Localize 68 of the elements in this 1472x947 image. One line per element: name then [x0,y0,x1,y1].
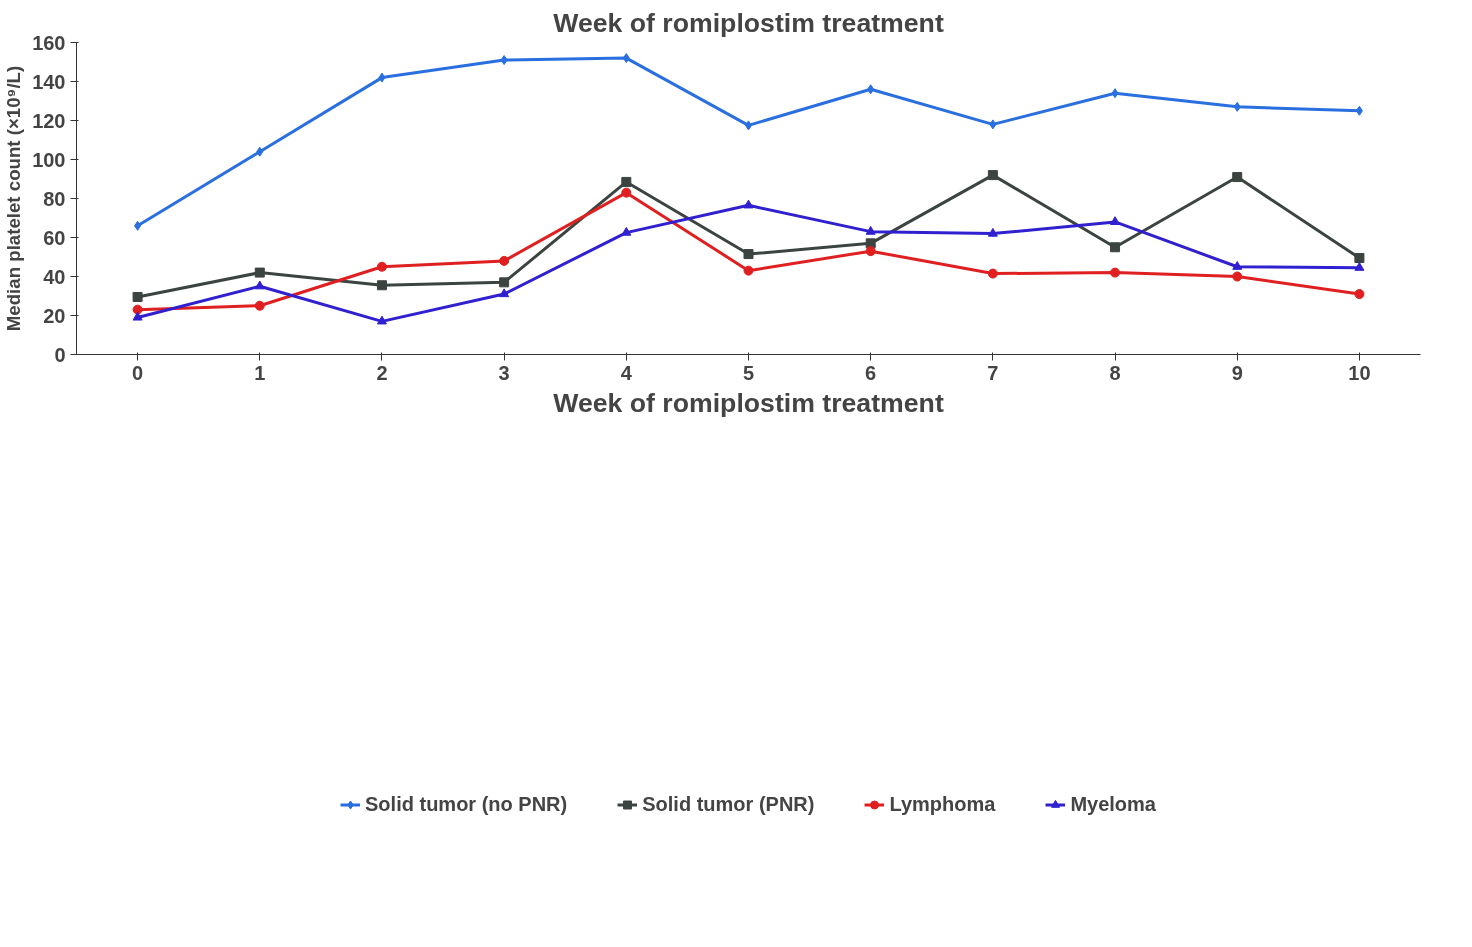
point [1232,261,1243,270]
point [132,304,143,315]
point [499,288,510,298]
legend-label: Myeloma [1070,792,1156,816]
x-tick-label: 1 [254,361,266,384]
y-tick-label: 0 [54,343,66,366]
point [376,280,387,291]
y-axis-title: Median platelet count (×10⁹/L) [3,65,25,332]
point [134,220,142,231]
x-tick-label: 9 [1231,361,1243,384]
x-tick-label: 4 [620,361,633,384]
point [500,55,508,66]
point [865,225,876,235]
point [499,277,510,288]
point [256,146,264,157]
x-tick-label: 7 [987,361,999,384]
x-tick-label: 5 [742,361,755,384]
point [743,265,754,276]
point [865,246,876,257]
x-tick-label: 2 [376,361,388,384]
point [376,261,387,272]
point [621,187,632,198]
y-tick-label: 140 [32,70,66,93]
point [622,53,630,64]
point [499,255,510,266]
point [254,267,265,278]
y-tick-label: 160 [32,31,66,54]
point [621,176,632,187]
y-tick-label: 80 [43,187,66,210]
chart-title: Week of romiplostim treatment [553,7,944,38]
point [1354,252,1365,263]
point [987,227,998,237]
y-tick-label: 100 [32,148,66,171]
point [1354,262,1365,271]
legend-label: Lymphoma [889,792,996,816]
point [1110,242,1121,253]
point [254,280,265,290]
point [743,249,754,260]
point [989,119,997,130]
point [1232,271,1243,282]
x-tick-label: 8 [1109,361,1121,384]
y-tick-label: 60 [43,226,66,249]
y-tick-label: 40 [43,265,66,288]
point [254,300,265,311]
y-tick-label: 120 [32,109,66,132]
point [621,226,632,236]
point [132,291,143,302]
point [743,199,754,209]
point [1354,289,1365,300]
legend-label: Solid tumor (PNR) [642,792,815,816]
x-axis-title: Week of romiplostim treatment [553,387,944,418]
point [867,84,875,95]
point [378,72,386,83]
x-tick-label: 0 [132,361,144,384]
point [1233,101,1241,112]
point [1232,172,1243,183]
x-tick-label: 6 [865,361,877,384]
x-tick-label: 10 [1348,361,1371,384]
point [987,170,998,181]
point [1355,105,1363,116]
point [1111,88,1119,99]
point [376,315,387,325]
point [132,311,143,321]
point [1110,267,1121,278]
y-tick-label: 20 [43,304,66,327]
x-tick-label: 3 [498,361,510,384]
point [987,268,998,279]
legend-label: Solid tumor (no PNR) [365,792,568,816]
